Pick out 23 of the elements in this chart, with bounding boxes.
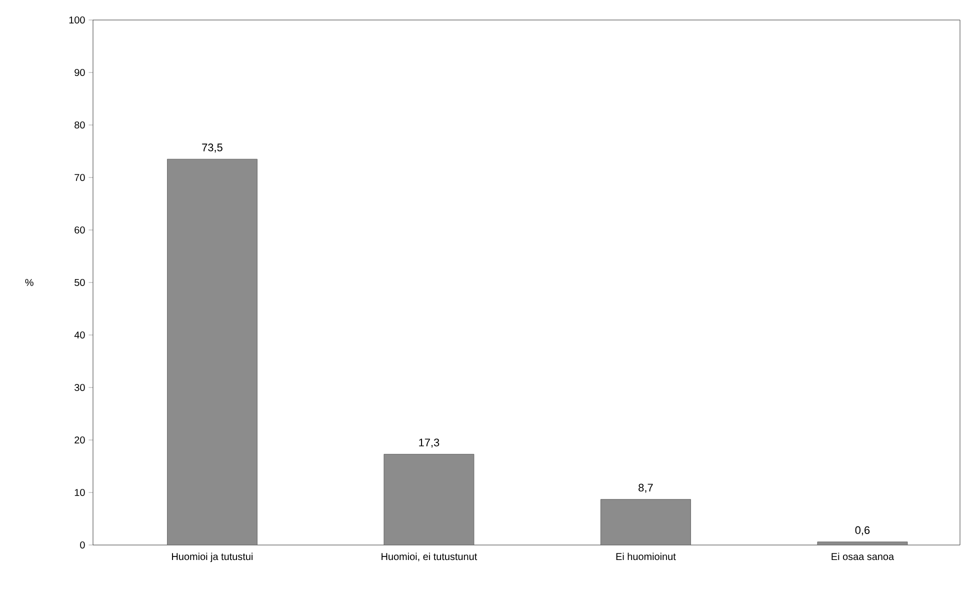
data-label: 8,7 — [638, 484, 653, 493]
y-tick-label: 50 — [74, 278, 85, 286]
y-tick-label: 90 — [74, 68, 85, 76]
y-tick-label: 80 — [74, 121, 85, 129]
data-label: 0,6 — [855, 526, 870, 536]
x-tick-label: Huomioi, ei tutustunut — [382, 552, 478, 562]
y-tick-label: 40 — [74, 331, 85, 339]
bar — [600, 499, 691, 545]
data-label: 17,3 — [419, 438, 440, 448]
data-label: 73,5 — [202, 144, 222, 153]
y-tick-label: 70 — [74, 174, 85, 182]
x-tick-label: Ei osaa sanoa — [832, 552, 894, 560]
y-tick-label: 60 — [74, 226, 85, 234]
y-tick-label: 20 — [74, 436, 85, 444]
bar — [167, 158, 258, 545]
y-tick-label: 0 — [80, 541, 85, 549]
x-tick-label: Ei huomioinut — [616, 552, 676, 560]
y-tick-label: 30 — [74, 384, 85, 392]
y-tick-label: 100 — [69, 16, 85, 24]
x-tick-label: Huomioi ja tutustui — [172, 552, 253, 562]
y-axis-title: % — [25, 279, 34, 286]
y-tick-label: 10 — [74, 488, 85, 496]
bar — [384, 454, 474, 545]
